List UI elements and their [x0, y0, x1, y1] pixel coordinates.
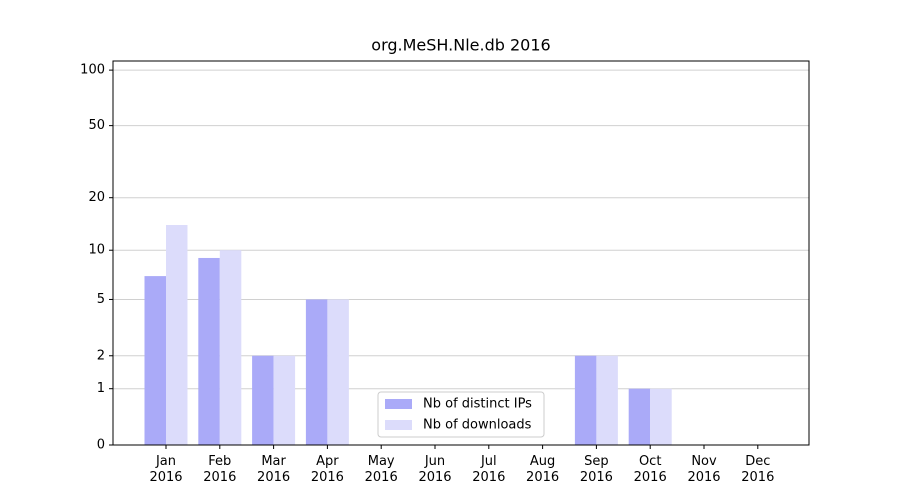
bar — [252, 355, 274, 445]
x-tick-label: Aug 2016 — [526, 454, 559, 485]
chart-title: org.MeSH.Nle.db 2016 — [371, 36, 550, 55]
bar — [650, 388, 672, 445]
x-tick-label: Mar 2016 — [257, 454, 290, 485]
x-tick-label: Feb 2016 — [203, 454, 236, 485]
y-tick-label: 5 — [97, 292, 105, 307]
y-tick-label: 20 — [88, 190, 105, 205]
y-tick-label: 10 — [88, 243, 105, 258]
y-tick-label: 2 — [97, 348, 105, 363]
y-tick-label: 100 — [80, 63, 105, 78]
legend-swatch — [385, 399, 412, 409]
x-tick-label: Oct 2016 — [634, 454, 667, 485]
x-tick-label: Nov 2016 — [687, 454, 720, 485]
bar — [327, 299, 349, 445]
bar — [219, 250, 242, 445]
x-tick-label: Sep 2016 — [580, 454, 613, 485]
bar — [574, 355, 597, 445]
legend-box — [377, 391, 545, 438]
legend: Nb of distinct IPs Nb of downloads — [377, 391, 545, 438]
x-tick-label: Dec 2016 — [741, 454, 774, 485]
x-tick-label: Apr 2016 — [311, 454, 344, 485]
y-tick-label: 1 — [97, 381, 105, 396]
bar — [273, 355, 296, 445]
legend-label: Nb of distinct IPs — [423, 397, 532, 412]
y-tick-label: 0 — [97, 438, 105, 453]
legend-label: Nb of downloads — [423, 418, 532, 433]
bar — [198, 257, 220, 445]
x-tick-label: Jun 2016 — [418, 454, 451, 485]
bar — [144, 276, 166, 445]
y-tick-label: 50 — [88, 118, 105, 133]
bar — [628, 388, 651, 445]
x-tick-label: Jan 2016 — [149, 454, 182, 485]
plot-frame — [112, 60, 810, 446]
x-tick-label: Jul 2016 — [472, 454, 505, 485]
bar — [596, 355, 618, 445]
x-tick-label: May 2016 — [365, 454, 398, 485]
bar — [305, 299, 328, 445]
bar — [166, 225, 188, 445]
legend-swatch — [385, 420, 412, 430]
